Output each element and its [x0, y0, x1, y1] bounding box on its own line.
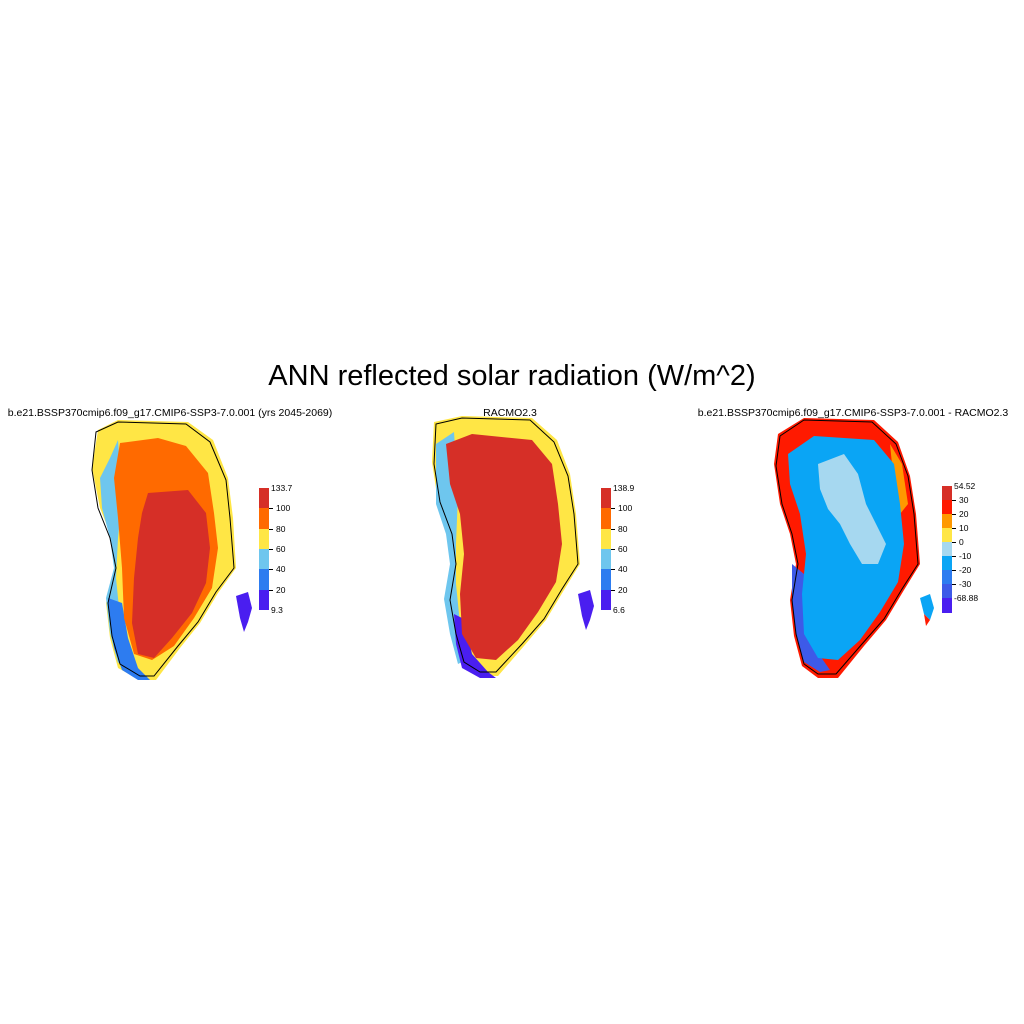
colorbar-label: 133.7 [271, 483, 293, 493]
colorbar-label: 20 [618, 584, 628, 595]
colorbar-tick [952, 500, 956, 501]
map-diff-lightblue-zone [818, 454, 886, 564]
colorbar-tick [611, 589, 615, 591]
map-obs-red-core [446, 434, 562, 660]
colorbar-label: 100 [276, 503, 291, 514]
map-diff-island [920, 594, 934, 620]
map-diff-cyan-core [788, 436, 904, 660]
colorbar-segment [259, 569, 269, 591]
colorbar-label: 9.3 [271, 605, 283, 615]
map-diff-coastline [775, 419, 919, 675]
colorbar-segment [601, 508, 611, 530]
colorbar-tick [269, 569, 273, 571]
map-model-coastline [91, 421, 235, 677]
panel-title-model: b.e21.BSSP370cmip6.f09_g17.CMIP6-SSP3-7.… [7, 407, 333, 419]
colorbar-tick [269, 549, 273, 550]
colorbar-label: -30 [959, 579, 972, 589]
colorbar-segment [942, 486, 952, 501]
map-model-red-core [132, 490, 210, 658]
map-obs-ring-lightblue [436, 432, 468, 664]
colorbar-tick [952, 528, 956, 529]
colorbar-tick [952, 542, 956, 543]
colorbar-segment [259, 528, 269, 550]
colorbar-segment [942, 514, 952, 529]
colorbar-segment [259, 589, 269, 611]
colorbar-label: -20 [959, 565, 972, 575]
colorbar-label: 100 [618, 503, 633, 514]
colorbar-segment [259, 488, 269, 509]
colorbar-segment [942, 500, 952, 515]
colorbar-segment [259, 508, 269, 530]
colorbar-tick [269, 508, 273, 510]
colorbar-label: 40 [618, 564, 628, 575]
colorbar-tick [952, 514, 956, 515]
colorbar-tick [611, 569, 615, 571]
colorbar-label: 80 [618, 523, 628, 534]
colorbar-segment [942, 598, 952, 613]
colorbar-model: 133.7 100 80 60 40 20 9.3 [259, 483, 292, 615]
colorbar-segment [942, 542, 952, 557]
colorbar-segment [601, 488, 611, 509]
map-obs-island [578, 590, 594, 630]
map-model [91, 420, 252, 680]
colorbar-label: -68.88 [954, 593, 979, 603]
colorbar-label: 20 [959, 509, 969, 519]
colorbar-label: 0 [959, 537, 964, 547]
map-diff [774, 418, 934, 678]
colorbar-segment [601, 549, 611, 570]
colorbar-label: 30 [959, 495, 969, 505]
colorbar-label: 10 [959, 523, 969, 533]
map-diff-ring-midblue [792, 564, 830, 672]
colorbar-segment [601, 528, 611, 550]
panel-title-obs: RACMO2.3 [483, 407, 537, 419]
panel-title-diff: b.e21.BSSP370cmip6.f09_g17.CMIP6-SSP3-7.… [697, 407, 1009, 419]
colorbar-tick [952, 570, 956, 571]
map-diff-ring-orange [890, 444, 908, 514]
colorbar-segment [942, 584, 952, 599]
colorbar-tick [952, 584, 956, 585]
colorbar-diff: 54.52 30 20 10 0 -10 -20 -30 -68.88 [942, 481, 978, 613]
colorbar-tick [269, 528, 273, 530]
colorbar-tick [269, 589, 273, 591]
colorbar-segment [942, 556, 952, 571]
colorbar-segment [259, 549, 269, 570]
colorbar-segment [601, 569, 611, 591]
colorbar-label: 138.9 [613, 483, 635, 493]
colorbar-tick [611, 528, 615, 530]
colorbar-label: 20 [276, 584, 286, 595]
colorbar-obs: 138.9 100 80 60 40 20 6.6 [601, 483, 634, 615]
map-obs [432, 416, 594, 678]
map-model-island [236, 592, 252, 632]
colorbar-label: 54.52 [954, 481, 976, 491]
colorbar-tick [611, 508, 615, 510]
colorbar-label: 60 [276, 544, 286, 554]
colorbar-segment [942, 570, 952, 585]
colorbar-label: 6.6 [613, 605, 625, 615]
colorbar-label: 60 [618, 544, 628, 554]
colorbar-label: 40 [276, 564, 286, 575]
colorbar-label: 80 [276, 523, 286, 534]
map-obs-coastline [433, 417, 579, 673]
colorbar-tick [611, 549, 615, 550]
colorbar-label: -10 [959, 551, 972, 561]
colorbar-segment [942, 528, 952, 543]
colorbar-segment [601, 589, 611, 611]
map-diff-island-red [924, 614, 930, 626]
colorbar-tick [952, 556, 956, 557]
figure-title: ANN reflected solar radiation (W/m^2) [268, 360, 756, 392]
